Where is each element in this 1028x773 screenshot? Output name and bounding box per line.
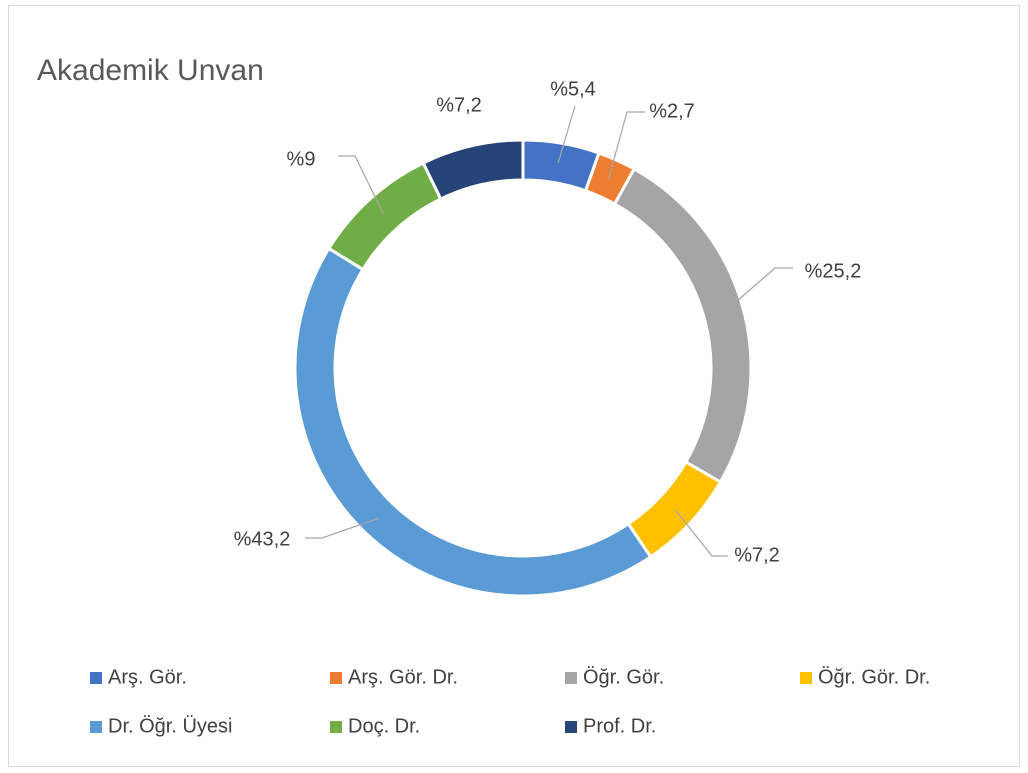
legend-label: Prof. Dr. [583,715,656,737]
legend-swatch [800,672,812,684]
leader-line [557,105,576,164]
leader-line [723,267,793,314]
chart-border [8,5,1020,767]
legend-swatch [330,672,342,684]
legend-swatch [90,721,102,733]
legend-label: Öğr. Gör. Dr. [818,666,930,688]
legend-label: Doç. Dr. [348,715,420,737]
data-label: %43,2 [234,528,291,550]
leader-line [674,509,728,557]
data-label: %5,4 [550,78,596,100]
legend-swatch [565,721,577,733]
leader-line [608,111,645,179]
data-label: %7,2 [436,94,482,116]
legend-label: Arş. Gör. [108,666,187,688]
data-label: %2,7 [649,100,695,122]
legend-label: Dr. Öğr. Üyesi [108,715,232,737]
legend-swatch [330,721,342,733]
legend-swatch [90,672,102,684]
legend-label: Arş. Gör. Dr. [348,666,458,688]
donut-segment [293,246,653,598]
leader-line [338,155,384,215]
leader-line [305,517,380,539]
data-label: %9 [287,148,316,170]
data-label: %7,2 [734,544,780,566]
data-label: %25,2 [805,260,862,282]
chart-title: Akademik Unvan [37,54,264,87]
donut-segment [421,138,525,201]
legend-label: Öğr. Gör. [583,666,664,688]
legend-swatch [565,672,577,684]
